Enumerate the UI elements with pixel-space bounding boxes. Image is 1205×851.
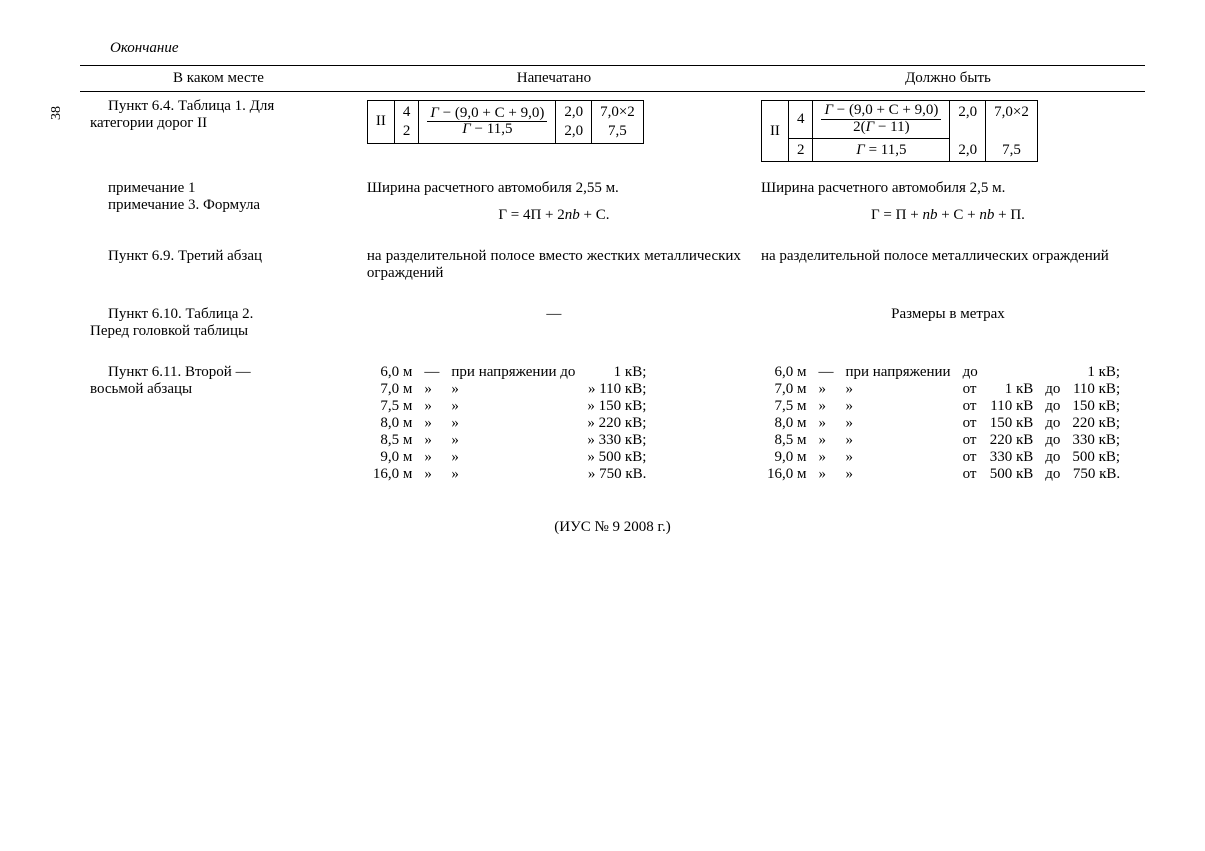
list-item: 8,5 м»»от220 кВдо330 кВ;: [761, 432, 1126, 449]
list-item: 9,0 м»»от330 кВдо500 кВ;: [761, 449, 1126, 466]
row3-printed: —: [357, 300, 751, 346]
page-number: 38: [49, 106, 65, 120]
row3-should: Размеры в метрах: [751, 300, 1145, 346]
mini2-c5: 7,0×2 7,5: [986, 101, 1038, 162]
footer-ius: (ИУС № 9 2008 г.): [80, 519, 1145, 536]
row2-should: на разделительной полосе металличес­ких …: [751, 242, 1145, 288]
mini2-c2t: 4: [788, 101, 813, 139]
mini2-c2b: 2: [788, 138, 813, 162]
list-item: 7,0 м»»от1 кВдо110 кВ;: [761, 381, 1126, 398]
row1b-where-l2: примечание 3. Формула: [90, 197, 347, 214]
mini2-c3b: Г = 11,5: [813, 138, 950, 162]
row1-where-l2: категории дорог II: [90, 115, 347, 132]
list-item: 6,0 м—при напряжениидо1 кВ;: [761, 364, 1126, 381]
row4-where-l2: восьмой абзацы: [90, 381, 347, 398]
row1b-printed-formula: Г = 4П + 2nb + С.: [367, 207, 741, 224]
heading-continuation: Окончание: [110, 40, 1145, 57]
list-item: 7,5 м»»от110 кВдо150 кВ;: [761, 398, 1126, 415]
mini2-c3t: Г − (9,0 + С + 9,0) 2(Г − 11): [813, 101, 950, 139]
list-item: 9,0 м»»» 500 кВ;: [367, 449, 652, 466]
mini-c1: II: [367, 101, 394, 144]
row1b-printed-text: Ширина расчетного автомобиля 2,55 м.: [367, 180, 741, 197]
mini2-c1: II: [761, 101, 788, 162]
col-printed: Напечатано: [357, 66, 751, 92]
list-item: 16,0 м»»от500 кВдо750 кВ.: [761, 466, 1126, 483]
list-item: 6,0 м—при напряжении до1 кВ;: [367, 364, 652, 381]
row1b-should-text: Ширина расчетного автомобиля 2,5 м.: [761, 180, 1135, 197]
mini-c4: 2,0 2,0: [556, 101, 592, 144]
row4-where-l1: Пункт 6.11. Второй —: [90, 364, 347, 381]
row4-should-list: 6,0 м—при напряжениидо1 кВ;7,0 м»»от1 кВ…: [761, 364, 1126, 483]
mini-c3: Г − (9,0 + С + 9,0) Г − 11,5: [419, 101, 556, 144]
row1-printed-mini-table: II 4 2 Г − (9,0 + С + 9,0) Г − 11,5 2,0 …: [367, 100, 644, 144]
list-item: 8,5 м»»» 330 кВ;: [367, 432, 652, 449]
mini-c5: 7,0×2 7,5: [592, 101, 644, 144]
row3-where-l2: Перед головкой таблицы: [90, 323, 347, 340]
row3-where-l1: Пункт 6.10. Таблица 2.: [90, 306, 347, 323]
row1b-where-l1: примечание 1: [90, 180, 347, 197]
mini2-c4: 2,0 2,0: [950, 101, 986, 162]
list-item: 8,0 м»»от150 кВдо220 кВ;: [761, 415, 1126, 432]
errata-table: В каком месте Напечатано Должно быть Пун…: [80, 65, 1145, 501]
row4-printed-list: 6,0 м—при напряжении до1 кВ;7,0 м»»» 110…: [367, 364, 652, 483]
row2-printed: на разделительной полосе вместо жест­ких…: [357, 242, 751, 288]
list-item: 16,0 м»»» 750 кВ.: [367, 466, 652, 483]
list-item: 8,0 м»»» 220 кВ;: [367, 415, 652, 432]
row2-where: Пункт 6.9. Третий абзац: [90, 248, 347, 265]
row1-where-l1: Пункт 6.4. Таблица 1. Для: [90, 98, 347, 115]
list-item: 7,5 м»»» 150 кВ;: [367, 398, 652, 415]
row1-should-mini-table: II 4 Г − (9,0 + С + 9,0) 2(Г − 11) 2,0 2…: [761, 100, 1038, 162]
mini-c2: 4 2: [394, 101, 419, 144]
row1b-should-formula: Г = П + nb + С + nb + П.: [761, 207, 1135, 224]
list-item: 7,0 м»»» 110 кВ;: [367, 381, 652, 398]
col-should: Должно быть: [751, 66, 1145, 92]
col-where: В каком месте: [80, 66, 357, 92]
